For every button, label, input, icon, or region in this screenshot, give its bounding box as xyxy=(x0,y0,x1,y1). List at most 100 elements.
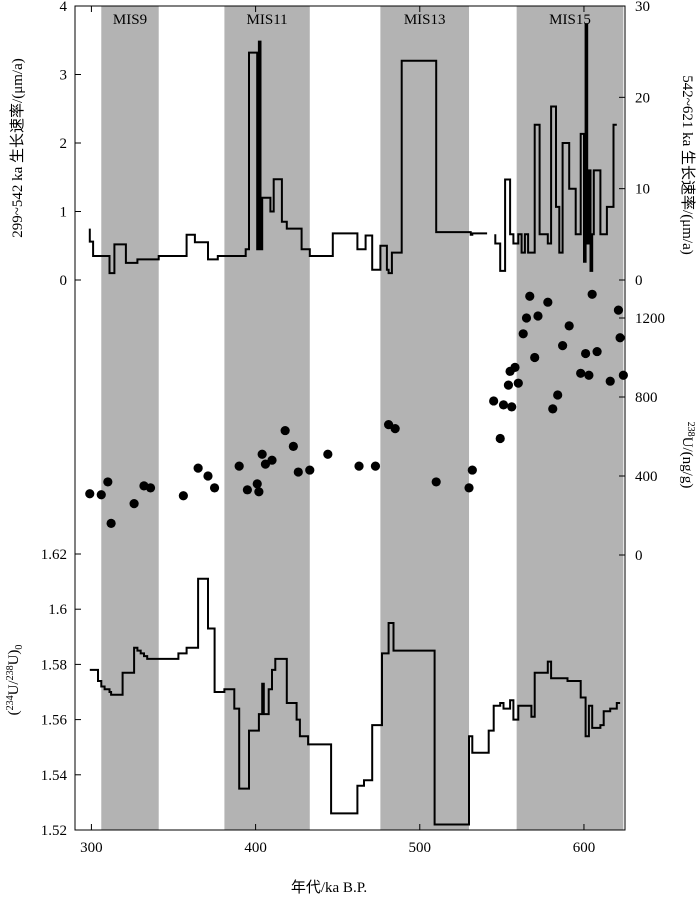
u238-point-32 xyxy=(498,400,509,410)
ratio-label-sup2: 238 xyxy=(5,665,16,680)
ratio-tick-label-0: 1.52 xyxy=(41,823,67,839)
u238-point-7 xyxy=(178,491,188,501)
u238-point-23 xyxy=(354,461,364,471)
ratio-tick-label-2: 1.56 xyxy=(41,713,68,729)
left-axis-title-growth: 299~542 ka 生长速率/(μm/a) xyxy=(9,58,26,237)
mis-label-0: MIS9 xyxy=(113,12,147,28)
x-tick-label-2: 500 xyxy=(409,840,432,856)
u238-point-9 xyxy=(203,471,213,481)
u238-point-15 xyxy=(257,449,267,459)
growth-left-tick-label-1: 1 xyxy=(60,205,68,221)
u238-point-48 xyxy=(576,368,586,378)
x-tick-label-1: 400 xyxy=(244,840,267,856)
labels: 年代/ka B.P. 299~542 ka 生长速率/(μm/a) 542~62… xyxy=(5,58,696,896)
u238-point-20 xyxy=(293,467,303,477)
mis-bands: MIS9 MIS11 MIS13 MIS15 xyxy=(101,6,624,830)
x-axis-title: 年代/ka B.P. xyxy=(291,879,367,896)
u238-point-28 xyxy=(464,483,474,493)
u238-tick-label-3: 1200 xyxy=(635,311,665,327)
u238-point-52 xyxy=(592,346,602,357)
u238-point-45 xyxy=(553,390,563,400)
u238-point-55 xyxy=(615,333,625,343)
growth-right-tick-label-0: 0 xyxy=(635,273,643,289)
u238-point-41 xyxy=(530,352,540,363)
ratio-label-open: ( xyxy=(6,710,22,715)
growth-left-tick-label-3: 3 xyxy=(60,68,68,84)
mis-band-3 xyxy=(516,6,624,830)
u238-point-14 xyxy=(254,487,264,497)
u238-point-1 xyxy=(96,490,106,500)
u238-point-10 xyxy=(209,483,220,493)
series xyxy=(85,23,628,826)
left-axis-title-ratio: (234U/238U)0 xyxy=(5,645,25,716)
u238-point-49 xyxy=(580,348,591,359)
u238-point-22 xyxy=(323,449,333,459)
u238-point-50 xyxy=(584,370,594,380)
u238-point-38 xyxy=(518,329,528,339)
growth-right-tick-label-3: 30 xyxy=(635,0,650,15)
u238-point-51 xyxy=(587,289,597,299)
u238-point-54 xyxy=(613,305,624,315)
ratio-line xyxy=(89,577,621,826)
u238-point-40 xyxy=(525,291,535,301)
u238-point-33 xyxy=(503,380,514,390)
u238-point-12 xyxy=(242,485,252,495)
mis-band-2 xyxy=(380,6,470,830)
u238-point-11 xyxy=(234,461,244,471)
u238-point-26 xyxy=(390,424,400,434)
u238-point-17 xyxy=(267,455,277,465)
ratio-label-sub: 0 xyxy=(14,645,25,650)
u238-point-39 xyxy=(521,313,532,323)
u238-point-8 xyxy=(193,463,203,473)
mis-label-1: MIS11 xyxy=(247,12,288,28)
u238-point-53 xyxy=(605,376,615,386)
u238-point-29 xyxy=(467,465,477,475)
ratio-tick-label-5: 1.62 xyxy=(41,547,67,563)
u238-point-13 xyxy=(252,479,262,489)
growth-right-tick-label-2: 20 xyxy=(635,90,650,106)
u238-point-46 xyxy=(558,341,568,351)
u238-point-44 xyxy=(548,404,558,414)
u238-point-21 xyxy=(305,465,315,475)
u238-tick-label-1: 400 xyxy=(635,469,658,485)
u238-point-35 xyxy=(507,402,517,412)
u238-point-31 xyxy=(495,433,505,444)
ratio-label-close: U) xyxy=(6,650,22,666)
mis-band-0 xyxy=(101,6,159,830)
u238-point-27 xyxy=(431,477,441,487)
plot-frame xyxy=(74,5,626,831)
growth-left-tick-label-4: 4 xyxy=(60,0,68,15)
growth-rate-line-right xyxy=(494,23,617,272)
x-tick-label-3: 600 xyxy=(573,840,596,856)
u238-label-rest: U/(ng/g) xyxy=(679,437,695,489)
ratio-label-mid: U/ xyxy=(6,680,22,696)
x-tick-label-0: 300 xyxy=(80,840,103,856)
frame xyxy=(74,5,626,831)
u238-tick-label-2: 800 xyxy=(635,390,658,406)
u238-point-36 xyxy=(510,362,520,372)
u238-point-6 xyxy=(145,483,156,493)
u238-point-42 xyxy=(533,311,543,321)
u238-point-47 xyxy=(564,321,574,331)
u238-point-19 xyxy=(288,441,298,451)
right-axis-title-growth: 542~621 ka 生长速率/(μm/a) xyxy=(679,75,696,254)
ratio-tick-label-1: 1.54 xyxy=(41,768,68,784)
u238-point-2 xyxy=(103,477,113,487)
growth-rate-line-left xyxy=(88,40,488,275)
u238-point-18 xyxy=(280,425,290,436)
u238-point-0 xyxy=(85,489,95,499)
u238-point-56 xyxy=(618,370,628,380)
right-axis-title-u238: 238U/(ng/g) xyxy=(679,422,696,489)
growth-left-tick-label-0: 0 xyxy=(60,273,68,289)
ticks: 300 400 500 600012340102030040080012001.521… xyxy=(41,0,665,856)
mis-label-3: MIS15 xyxy=(549,12,591,28)
ratio-tick-label-4: 1.6 xyxy=(48,602,67,618)
u238-point-24 xyxy=(370,461,381,471)
u238-point-3 xyxy=(106,518,116,529)
growth-right-tick-label-1: 10 xyxy=(635,182,650,198)
u238-point-4 xyxy=(129,499,139,509)
u238-point-43 xyxy=(543,297,553,307)
ratio-tick-label-3: 1.58 xyxy=(41,657,67,673)
ratio-label-sup1: 234 xyxy=(5,695,16,710)
